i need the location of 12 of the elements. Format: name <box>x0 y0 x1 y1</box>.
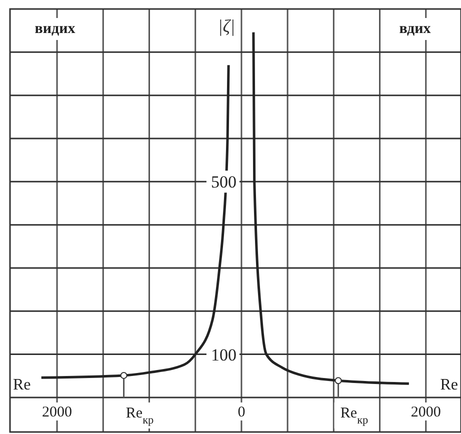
annotation: Re$_{кр}$ <box>340 405 369 426</box>
y-axis-title: |ζ| <box>218 16 236 36</box>
annotation: вдих <box>399 21 432 37</box>
annotation: видих <box>34 21 76 37</box>
text: Re <box>440 376 458 394</box>
x-tick-label: 2000 <box>42 404 72 420</box>
y-tick-label: 500 <box>210 172 236 192</box>
y-tick-label: 100 <box>210 345 236 364</box>
x-tick-label: 2000 <box>410 404 441 420</box>
annotation: Re$_{кр}$ <box>126 405 154 426</box>
x-tick-label: 0 <box>238 404 246 420</box>
x-axis-title: Re <box>13 376 31 394</box>
